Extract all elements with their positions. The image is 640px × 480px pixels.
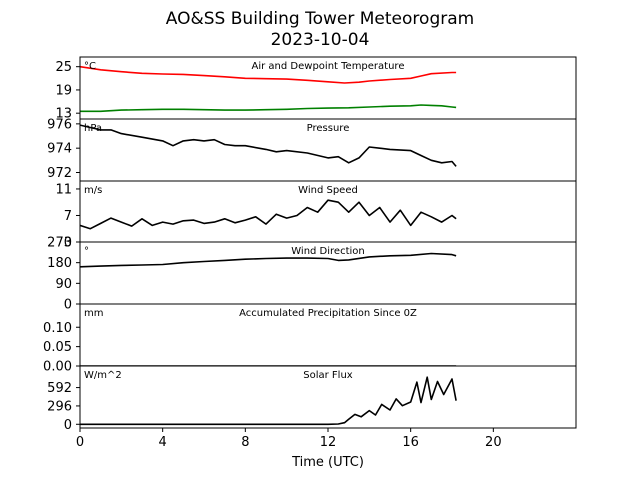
x-tick-label: 8 (241, 435, 249, 450)
series-line-1 (80, 124, 457, 167)
y-tick-label: 0.00 (43, 360, 72, 375)
panel-unit: m/s (84, 185, 102, 196)
figure-date: 2023-10-04 (271, 30, 370, 50)
panel-title: Air and Dewpoint Temperature (252, 61, 405, 72)
series-line-1 (80, 199, 457, 230)
y-tick-label: 7 (64, 209, 72, 224)
x-tick-label: 0 (76, 435, 84, 450)
panel-title: Accumulated Precipitation Since 0Z (239, 308, 417, 319)
series-line-1 (80, 376, 457, 426)
x-axis-label: Time (UTC) (291, 455, 364, 470)
figure-title: AO&SS Building Tower Meteorogram (166, 9, 474, 29)
panel-title: Pressure (307, 123, 350, 134)
panel-unit: ° (84, 246, 89, 257)
panel-unit: hPa (84, 123, 102, 134)
panel-unit: mm (84, 308, 103, 319)
panel-title: Wind Direction (291, 246, 365, 257)
x-tick-label: 20 (485, 435, 502, 450)
y-tick-label: 11 (55, 182, 72, 197)
y-tick-label: 0 (64, 298, 72, 313)
y-tick-label: 296 (47, 399, 72, 414)
series-line-1 (80, 65, 457, 84)
panel-6: 0 296 592 W/m^2 Solar Flux (47, 365, 577, 433)
y-tick-label: 19 (55, 83, 72, 98)
series-line-1 (80, 252, 457, 268)
panel-title: Wind Speed (298, 185, 358, 196)
y-tick-label: 972 (47, 166, 72, 181)
y-tick-label: 180 (47, 256, 72, 271)
panel-1: 13 19 25 °C Air and Dewpoint Temperature (55, 56, 577, 122)
panel-title: Solar Flux (303, 370, 353, 381)
x-axis: 0 4 8 12 16 20 (76, 428, 502, 450)
series-line-2 (80, 104, 457, 113)
panel-4: 0 90 180 270 ° Wind Direction (47, 236, 577, 313)
y-tick-label: 0.10 (43, 321, 72, 336)
y-tick-label: 13 (55, 107, 72, 122)
y-tick-label: 974 (47, 142, 72, 157)
y-tick-label: 0 (64, 418, 72, 433)
panel-unit: W/m^2 (84, 370, 122, 381)
panel-unit: °C (84, 61, 96, 72)
x-tick-label: 4 (159, 435, 167, 450)
y-tick-label: 90 (55, 277, 72, 292)
y-tick-label: 976 (47, 117, 72, 132)
panel-5: 0.00 0.05 0.10 mm Accumulated Precipitation … (43, 303, 577, 375)
y-tick-label: 592 (47, 381, 72, 396)
y-tick-label: 3 (64, 236, 72, 251)
y-tick-label: 0.05 (43, 340, 72, 355)
x-tick-label: 12 (320, 435, 337, 450)
panel-2: 972 974 976 hPa Pressure (47, 117, 577, 182)
y-tick-label: 25 (55, 60, 72, 75)
x-tick-label: 16 (402, 435, 419, 450)
y-tick-label: 270 (47, 236, 72, 251)
panel-3: 3 7 11 m/s Wind Speed (55, 180, 577, 251)
